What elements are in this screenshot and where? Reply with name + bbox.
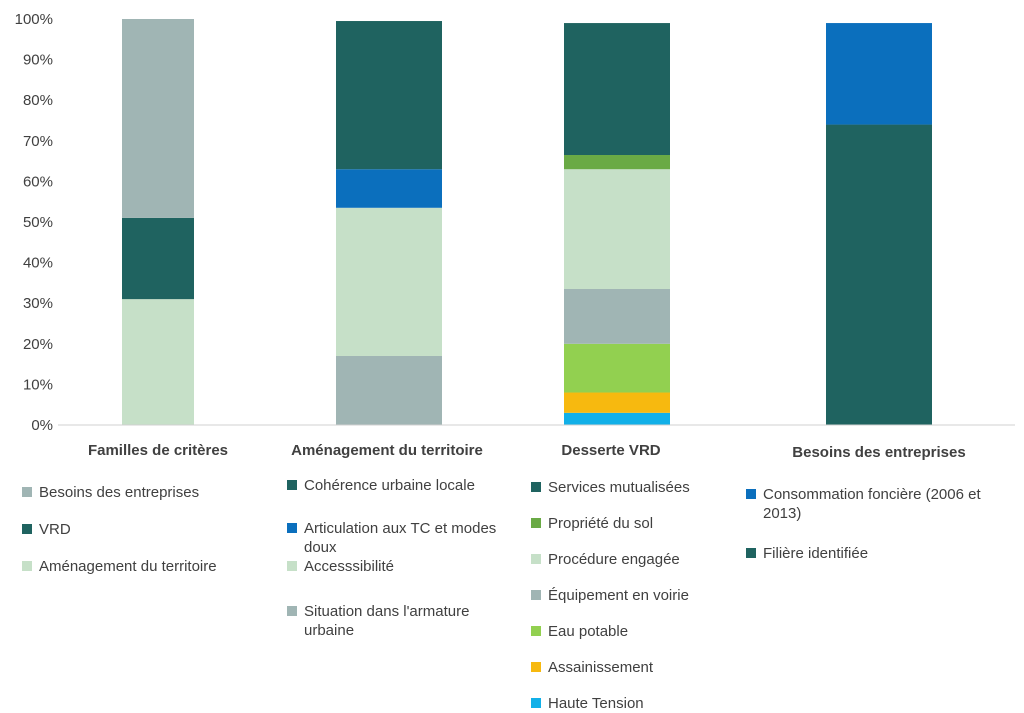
- bar-segment: [122, 217, 194, 300]
- y-tick-label: 60%: [23, 173, 53, 190]
- bar-segment: [564, 343, 670, 393]
- legend-item: Eau potable: [531, 622, 731, 641]
- legend-swatch: [287, 561, 297, 571]
- legend-label: Procédure engagée: [548, 551, 680, 568]
- bars: [122, 19, 932, 425]
- legend-swatch: [22, 524, 32, 534]
- legend-swatch: [531, 554, 541, 564]
- y-tick-label: 50%: [23, 214, 53, 231]
- legend-label: Situation dans l'armature urbaine: [304, 603, 470, 639]
- bar-segment: [336, 207, 442, 356]
- legend-label: Services mutualisées: [548, 479, 690, 496]
- legend-item: Articulation aux TC et modes doux: [287, 519, 507, 557]
- y-tick-label: 20%: [23, 336, 53, 353]
- y-tick-label: 10%: [23, 376, 53, 393]
- legend-item: Situation dans l'armature urbaine: [287, 602, 507, 640]
- legend-label: Articulation aux TC et modes doux: [304, 520, 497, 556]
- bar-segment: [564, 412, 670, 425]
- bar-segment: [336, 169, 442, 208]
- legend-item: Équipement en voirie: [531, 586, 731, 605]
- legend-swatch: [746, 548, 756, 558]
- legend-swatch: [531, 662, 541, 672]
- y-tick-label: 70%: [23, 133, 53, 150]
- legend-swatch: [531, 518, 541, 528]
- y-axis: 0% 10% 20% 30% 40% 50% 60% 70% 80% 90% 100%: [15, 11, 53, 434]
- y-tick-label: 40%: [23, 255, 53, 272]
- legend-swatch: [531, 590, 541, 600]
- y-tick-label: 0%: [31, 417, 53, 434]
- legend-item: Services mutualisées: [531, 478, 731, 497]
- legend-item: Besoins des entreprises: [22, 483, 262, 502]
- legend-item: Aménagement du territoire: [22, 557, 262, 576]
- legend-item: Cohérence urbaine locale: [287, 476, 507, 495]
- legend-swatch: [531, 698, 541, 708]
- legend-swatch: [287, 523, 297, 533]
- legend-label: Propriété du sol: [548, 515, 654, 532]
- legend-label: Eau potable: [548, 623, 629, 640]
- bar-segment: [122, 299, 194, 425]
- legend-swatch: [531, 482, 541, 492]
- category-labels: Familles de critères Aménagement du terri…: [88, 442, 966, 461]
- bar-segment: [826, 23, 932, 125]
- bar-segment: [826, 124, 932, 425]
- bar-segment: [336, 355, 442, 425]
- category-label: Desserte VRD: [561, 442, 660, 459]
- legend-item: Filière identifiée: [746, 544, 1016, 563]
- legend-swatch: [22, 561, 32, 571]
- bar-segment: [564, 155, 670, 170]
- legend-label: Aménagement du territoire: [39, 558, 217, 575]
- category-label: Besoins des entreprises: [792, 444, 965, 461]
- legend-label: Filière identifiée: [763, 545, 869, 562]
- bar-segment: [564, 169, 670, 289]
- legend-label: Accesssibilité: [304, 558, 395, 575]
- legend-swatch: [287, 480, 297, 490]
- legend-item: Assainissement: [531, 658, 731, 677]
- legend-item: VRD: [22, 520, 262, 539]
- category-label: Familles de critères: [88, 442, 228, 459]
- legend-label: Besoins des entreprises: [39, 484, 200, 501]
- legend-label: Assainissement: [548, 659, 654, 676]
- legend-swatch: [287, 606, 297, 616]
- legend-item: Haute Tension: [531, 694, 731, 713]
- legend-swatch: [22, 487, 32, 497]
- y-tick-label: 30%: [23, 295, 53, 312]
- legend-item: Consommation foncière (2006 et 2013): [746, 485, 1016, 523]
- bar-segment: [336, 21, 442, 170]
- legend-item: Procédure engagée: [531, 550, 731, 569]
- legend-label: Consommation foncière (2006 et 2013): [763, 486, 981, 522]
- legend-swatch: [531, 626, 541, 636]
- legend-label: Cohérence urbaine locale: [304, 477, 475, 494]
- legend-label: VRD: [39, 521, 71, 538]
- y-tick-label: 100%: [15, 11, 53, 28]
- legend-item: Propriété du sol: [531, 514, 731, 533]
- bar-segment: [564, 392, 670, 413]
- legend-swatch: [746, 489, 756, 499]
- bar-segment: [564, 288, 670, 344]
- y-tick-label: 90%: [23, 52, 53, 69]
- category-label: Aménagement du territoire: [291, 442, 483, 459]
- legend-label: Haute Tension: [548, 695, 644, 712]
- legend-label: Équipement en voirie: [548, 587, 689, 604]
- legend-item: Accesssibilité: [287, 557, 507, 576]
- bar-segment: [564, 23, 670, 156]
- bar-segment: [122, 19, 194, 218]
- y-tick-label: 80%: [23, 92, 53, 109]
